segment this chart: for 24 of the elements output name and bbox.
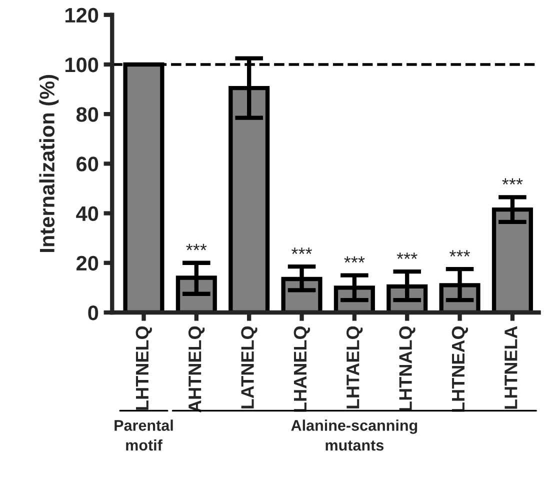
x-tick-label: LATNELQ bbox=[241, 326, 258, 408]
y-tick-label: 80 bbox=[76, 107, 98, 122]
annotation: *** bbox=[502, 178, 523, 185]
y-tick-label: 60 bbox=[76, 156, 98, 172]
x-tick-label: AHTNELQ bbox=[188, 326, 205, 412]
annotation: *** bbox=[450, 250, 470, 256]
x-tick-label: LHTNALQ bbox=[399, 326, 416, 411]
x-tick-label: LHTNELA bbox=[504, 326, 518, 409]
y-axis-title: Internalization (%) bbox=[39, 75, 59, 252]
y-tick-label: 100 bbox=[65, 57, 98, 72]
annotation: *** bbox=[186, 244, 207, 250]
annotation: *** bbox=[344, 256, 365, 263]
x-tick-label: LHANELQ bbox=[294, 326, 310, 412]
y-tick-label: 40 bbox=[76, 206, 98, 222]
text: Parental motif bbox=[114, 420, 173, 451]
x-tick-label: LHTNEAQ bbox=[452, 326, 468, 412]
x-tick-label: LHTAELQ bbox=[346, 326, 363, 408]
x-tick-label: LHTNELQ bbox=[136, 326, 152, 410]
y-tick-label: 0 bbox=[88, 305, 98, 320]
y-tick-label: 120 bbox=[65, 8, 98, 23]
annotation: *** bbox=[292, 248, 312, 254]
text: Alanine-scanning mutants bbox=[291, 420, 418, 451]
annotation: *** bbox=[396, 252, 418, 259]
y-tick-label: 20 bbox=[76, 256, 98, 271]
